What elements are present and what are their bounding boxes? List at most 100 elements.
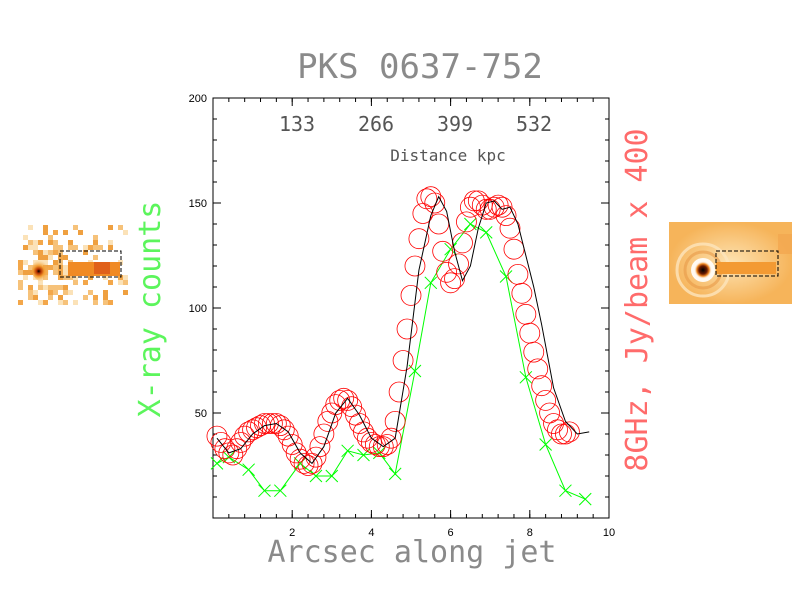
radio-point	[531, 375, 553, 397]
y-tick-label: 50	[195, 408, 207, 420]
radio-point	[313, 423, 335, 445]
xray-point	[341, 444, 354, 458]
x-tick-label: 2	[289, 527, 295, 539]
radio-point	[349, 413, 370, 434]
radio-point	[234, 425, 256, 447]
radio-point	[507, 263, 529, 285]
axes: 2 4 6 8 10 50 100 150 200	[189, 93, 615, 539]
radio-point	[535, 389, 557, 411]
radio-point	[376, 434, 398, 455]
x-ray-jet-box	[59, 250, 122, 278]
radio-point	[273, 419, 295, 441]
top-axis: Distance kpc 133 266 399 532	[279, 112, 552, 165]
top-axis-tick-label: 133	[279, 112, 315, 136]
radio-point	[420, 186, 442, 208]
radio-point	[444, 268, 465, 290]
top-axis-tick-label: 266	[358, 112, 394, 136]
radio-point	[467, 190, 489, 212]
radio-point	[265, 413, 287, 434]
xray-point	[325, 469, 339, 483]
radio-point	[333, 387, 355, 409]
radio-point	[392, 350, 414, 371]
radio-point	[400, 284, 422, 306]
radio-point	[269, 415, 291, 437]
radio-point	[222, 444, 244, 466]
y-tick-label: 200	[189, 93, 207, 105]
xray-point	[388, 467, 402, 481]
radio-point	[226, 438, 248, 460]
radio-point	[487, 194, 509, 216]
radio-image	[669, 222, 792, 304]
radio-point	[432, 240, 454, 262]
radio-point	[412, 203, 434, 224]
radio-point	[309, 436, 331, 458]
xray-point	[242, 463, 255, 477]
radio-point	[495, 205, 517, 227]
radio-point	[527, 358, 549, 380]
radio-point	[396, 318, 418, 340]
xray-point	[519, 370, 533, 384]
radio-point	[448, 253, 469, 275]
xray-point	[539, 438, 552, 451]
radio-point	[206, 425, 228, 447]
x-ray-image	[18, 225, 128, 305]
y-tick-label: 100	[189, 303, 207, 315]
radio-point	[456, 211, 477, 233]
model-line	[216, 195, 590, 465]
y-axis-label-left: X-ray counts	[133, 201, 168, 418]
radio-point	[440, 272, 462, 294]
radio-point	[499, 217, 521, 239]
radio-point	[214, 438, 236, 460]
radio-point	[372, 436, 394, 458]
radio-point	[555, 423, 576, 445]
radio-point	[523, 341, 545, 363]
radio-point	[511, 282, 533, 304]
radio-point	[503, 238, 525, 260]
x-tick-label: 4	[368, 527, 374, 539]
radio-point	[261, 413, 283, 434]
radio-point	[404, 255, 426, 277]
radio-point	[551, 423, 572, 445]
radio-point	[258, 413, 279, 434]
radio-point	[388, 381, 410, 403]
radio-point	[543, 413, 564, 434]
radio-jet-box	[715, 250, 779, 277]
radio-point	[475, 198, 497, 220]
series-layer	[206, 186, 592, 506]
xray-point	[424, 276, 438, 290]
radio-point	[301, 452, 323, 474]
x-tick-label: 10	[603, 527, 615, 539]
xray-series-line	[216, 223, 586, 500]
top-axis-tick-label: 399	[437, 112, 473, 136]
radio-point	[337, 389, 359, 411]
x-tick-label: 8	[527, 527, 533, 539]
radio-point	[325, 394, 347, 416]
radio-point	[428, 213, 450, 235]
radio-point	[559, 421, 580, 443]
top-axis-tick-label: 532	[516, 112, 552, 136]
top-axis-title: Distance kpc	[390, 146, 506, 165]
radio-point	[519, 322, 541, 344]
y-axis-label-right: 8GHz, Jy/beam x 400	[620, 128, 655, 471]
chart-title: PKS 0637-752	[297, 47, 543, 87]
xray-point	[578, 492, 592, 506]
radio-point	[230, 431, 252, 453]
xray-point	[559, 484, 572, 498]
y-tick-label: 150	[189, 198, 207, 210]
radio-point	[297, 455, 319, 476]
xray-point	[309, 469, 323, 483]
radio-point	[424, 192, 446, 214]
radio-point	[305, 446, 327, 468]
xray-point	[273, 484, 287, 498]
radio-point	[285, 442, 307, 464]
radio-point	[436, 261, 458, 283]
radio-point	[353, 421, 374, 443]
radio-point	[289, 448, 311, 470]
radio-point	[515, 303, 537, 325]
xray-point	[479, 226, 493, 239]
radio-point	[483, 196, 505, 218]
radio-point	[364, 434, 386, 455]
x-tick-label: 6	[448, 527, 454, 539]
x-axis-label: Arcsec along jet	[268, 535, 557, 570]
